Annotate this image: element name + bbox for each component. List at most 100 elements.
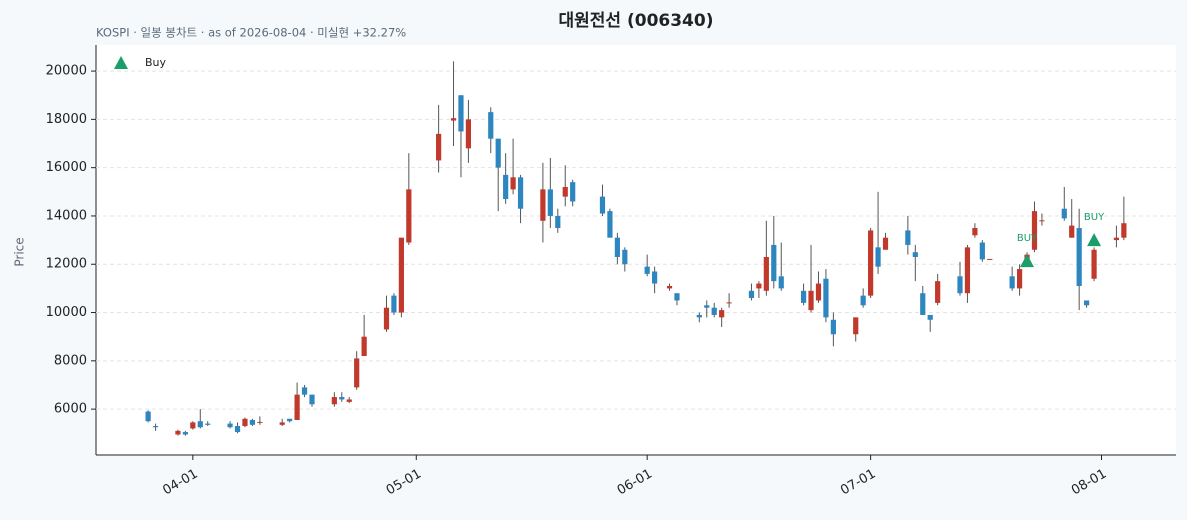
candle-body (450, 118, 457, 121)
candle-body (1113, 237, 1120, 241)
y-tick-label: 14000 (46, 208, 87, 223)
candle-body (562, 186, 568, 197)
candle-body (1076, 228, 1082, 286)
candle-body (912, 252, 918, 258)
buy-label: BUY (1084, 212, 1105, 223)
candle-body (547, 189, 553, 216)
candle-body (152, 426, 159, 428)
candle-body (495, 138, 501, 168)
candle-body (339, 397, 345, 400)
candle-body (704, 305, 710, 308)
candle-body (1121, 223, 1127, 238)
candle-body (927, 314, 933, 320)
candle-body (882, 237, 889, 250)
candle-body (652, 271, 658, 284)
candle-body (175, 430, 181, 435)
candle-body (763, 257, 769, 291)
candle-body (1016, 269, 1023, 289)
candle-body (301, 387, 308, 395)
candle-body (614, 237, 620, 258)
y-tick-label: 16000 (46, 160, 87, 175)
candle-body (383, 307, 390, 330)
candle-body (696, 314, 702, 318)
candle-body (853, 317, 859, 335)
candle-body (778, 276, 784, 289)
y-axis-label: Price (13, 237, 27, 266)
candle-body (666, 285, 673, 289)
candle-body (279, 422, 285, 425)
candle-body (227, 423, 233, 428)
candle-body (711, 307, 717, 315)
candle-body (756, 283, 762, 289)
candle-body (920, 293, 926, 315)
candle-body (1061, 208, 1067, 219)
candle-body (361, 336, 367, 357)
candle-body (823, 278, 829, 318)
y-tick-label: 6000 (54, 402, 87, 417)
candle-body (868, 230, 874, 296)
candle-body (800, 290, 807, 303)
chart-subtitle: KOSPI · 일봉 봉차트 · as of 2026-08-04 · 미실현 … (96, 26, 406, 40)
candle-body (622, 249, 628, 265)
candle-body (1091, 249, 1097, 279)
candle-body (145, 411, 151, 422)
candle-body (182, 432, 188, 435)
candle-body (1009, 276, 1015, 289)
y-tick-label: 10000 (46, 305, 87, 320)
candle-body (875, 247, 881, 267)
candle-body (346, 399, 352, 402)
candle-body (905, 230, 911, 245)
x-tick-label: 06-01 (615, 467, 655, 499)
candle-body (540, 189, 546, 221)
x-tick-label: 07-01 (838, 467, 878, 499)
candle-body (331, 397, 337, 405)
y-tick-label: 18000 (46, 112, 87, 127)
candle-body (1069, 225, 1075, 238)
candle-body (197, 421, 203, 428)
candle-body (458, 95, 464, 132)
candle-body (607, 211, 613, 238)
candle-body (935, 281, 941, 303)
x-tick-label: 05-01 (384, 467, 424, 499)
candle-body (510, 177, 516, 190)
candle-body (748, 290, 755, 299)
candle-body (242, 418, 248, 427)
buy-marker (1087, 233, 1102, 247)
candle-body (830, 319, 836, 335)
candle-body (190, 422, 196, 429)
candle-body (391, 295, 397, 313)
legend-label: Buy (145, 56, 167, 69)
candle-body (1031, 211, 1038, 250)
candle-body (719, 310, 725, 318)
buy-label: BUY (1017, 233, 1038, 244)
candle-body (257, 421, 263, 423)
candle-body (808, 290, 814, 311)
candle-body (406, 189, 412, 243)
candle-body (309, 394, 315, 405)
candle-body (570, 182, 576, 202)
candle-body (436, 133, 442, 161)
candle-body (465, 119, 472, 149)
y-tick-label: 8000 (54, 353, 87, 368)
candle-body (205, 423, 211, 425)
y-tick-label: 12000 (46, 257, 87, 272)
candle-body (488, 112, 494, 139)
candle-body (726, 302, 732, 304)
candle-body (555, 215, 561, 229)
candle-body (957, 276, 963, 294)
candle-body (1039, 220, 1045, 222)
candle-body (644, 266, 650, 274)
x-tick-label: 04-01 (160, 467, 200, 499)
plot-area (96, 45, 1176, 455)
candle-body (860, 295, 866, 306)
legend-marker (114, 56, 128, 69)
candle-body (398, 237, 404, 313)
candle-body (979, 242, 985, 260)
x-tick-label: 08-01 (1069, 467, 1109, 499)
chart-title: 대원전선 (006340) (559, 11, 714, 31)
candle-body (771, 244, 777, 282)
candle-body (234, 426, 241, 433)
candle-body (287, 418, 293, 422)
y-tick-label: 20000 (46, 64, 87, 79)
